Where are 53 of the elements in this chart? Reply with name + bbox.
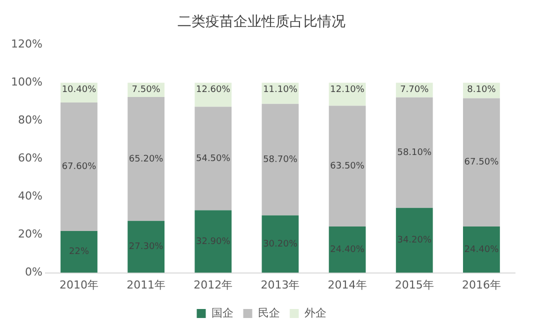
- data-label: 67.60%: [62, 162, 97, 172]
- data-label: 7.70%: [400, 85, 430, 96]
- data-label: 30.20%: [263, 239, 298, 250]
- data-label: 24.40%: [464, 244, 500, 255]
- data-label: 63.50%: [330, 161, 365, 172]
- bar: [262, 104, 299, 216]
- data-label: 10.40%: [62, 85, 97, 96]
- bar: [60, 231, 98, 273]
- data-label: 58.70%: [263, 155, 298, 165]
- x-tick-label: 2010年: [59, 278, 98, 292]
- data-label: 34.20%: [397, 236, 432, 246]
- data-label: 12.10%: [330, 85, 365, 96]
- data-label: 32.90%: [196, 236, 231, 247]
- data-label: 11.10%: [263, 85, 298, 96]
- data-label: 27.30%: [128, 242, 164, 252]
- bar: [463, 98, 500, 226]
- bar: [128, 220, 165, 273]
- bar: [262, 215, 299, 273]
- bar: [128, 97, 165, 221]
- x-tick-label: 2014年: [328, 278, 367, 292]
- x-tick-label: 2012年: [194, 278, 233, 292]
- x-tick-label: 2015年: [394, 278, 434, 292]
- y-tick-label: 0%: [24, 266, 42, 279]
- data-label: 65.20%: [128, 154, 164, 164]
- data-label: 54.50%: [196, 154, 231, 164]
- bar: [463, 226, 500, 273]
- bar: [194, 106, 232, 210]
- bar: [328, 226, 366, 273]
- y-tick-label: 100%: [10, 76, 42, 89]
- bar: [60, 102, 98, 231]
- y-tick-label: 60%: [18, 152, 42, 165]
- x-tick-label: 2011年: [126, 278, 166, 292]
- y-tick-label: 20%: [18, 228, 42, 241]
- data-label: 58.10%: [397, 148, 432, 158]
- y-tick-label: 40%: [18, 190, 42, 203]
- legend-label: 民企: [258, 306, 280, 320]
- legend-label: 国企: [211, 306, 234, 320]
- y-tick-label: 80%: [18, 114, 42, 127]
- y-tick-label: 120%: [10, 38, 42, 51]
- bar: [328, 106, 366, 226]
- x-tick-label: 2016年: [462, 278, 501, 292]
- data-label: 12.60%: [196, 85, 231, 96]
- chart-title: 二类疫苗企业性质占比情况: [178, 14, 346, 30]
- data-label: 24.40%: [330, 244, 365, 255]
- bar: [194, 210, 232, 273]
- data-label: 7.50%: [132, 85, 161, 96]
- bar: [396, 208, 433, 273]
- x-tick-label: 2013年: [260, 278, 300, 292]
- legend-label: 外企: [304, 306, 326, 320]
- data-label: 22%: [68, 247, 90, 258]
- data-label: 8.10%: [467, 85, 496, 96]
- data-label: 67.50%: [464, 158, 500, 168]
- bar: [396, 97, 433, 208]
